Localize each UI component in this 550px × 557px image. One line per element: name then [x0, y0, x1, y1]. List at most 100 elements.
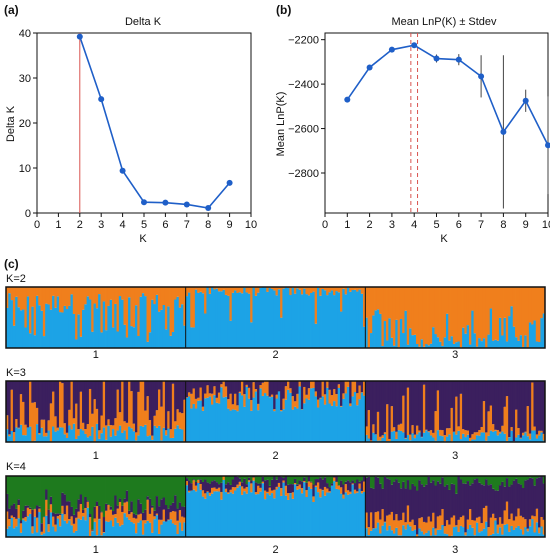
structure-bar-k4	[52, 526, 55, 537]
structure-bar-k3	[169, 429, 173, 439]
structure-bar-k3	[151, 439, 154, 442]
structure-bar-k4	[139, 503, 143, 514]
structure-bar-k2	[402, 333, 405, 348]
structure-bar-k3	[247, 381, 251, 388]
structure-bar-k4	[319, 477, 322, 489]
structure-bar-k4	[148, 513, 152, 523]
structure-bar-k3	[273, 411, 276, 442]
structure-bar-k2	[351, 287, 355, 290]
structure-bar-k3	[52, 391, 55, 427]
structure-bar-k2	[492, 287, 495, 341]
structure-bar-k4	[88, 476, 92, 515]
structure-bar-k3	[257, 381, 260, 404]
structure-bar-k3	[95, 408, 99, 424]
structure-bar-k3	[521, 432, 525, 436]
structure-bar-k4	[540, 476, 544, 517]
structure-bar-k3	[517, 381, 521, 429]
structure-bar-k2	[204, 313, 207, 348]
structure-bar-k2	[367, 287, 371, 348]
structure-bar-k4	[116, 522, 120, 537]
structure-bar-k2	[524, 335, 527, 348]
structure-bar-k4	[374, 476, 378, 513]
structure-bar-k4	[29, 509, 32, 514]
structure-bar-k4	[257, 494, 260, 537]
structure-bar-k2	[26, 287, 30, 297]
structure-bar-k4	[151, 476, 154, 506]
delta-k-point	[226, 179, 233, 186]
structure-bar-k4	[510, 476, 514, 485]
structure-bar-k2	[68, 305, 71, 348]
structure-bar-k3	[337, 384, 341, 388]
structure-bar-k3	[275, 381, 279, 395]
structure-bar-k4	[298, 484, 302, 489]
delta-k-point	[98, 96, 105, 103]
structure-bar-k4	[174, 511, 177, 525]
structure-bar-k2	[434, 287, 438, 335]
structure-bar-k4	[134, 518, 138, 534]
structure-bar-k2	[100, 287, 104, 333]
structure-bar-k2	[111, 287, 115, 328]
structure-bar-k2	[395, 319, 398, 348]
structure-bar-k2	[82, 309, 85, 348]
structure-bar-k3	[29, 426, 32, 442]
structure-bar-k4	[533, 532, 537, 537]
structure-bar-k3	[533, 426, 537, 431]
delta-k-xlabel: K	[139, 233, 147, 245]
structure-bar-k3	[349, 406, 352, 442]
structure-bar-k4	[275, 479, 279, 487]
structure-bar-k4	[174, 524, 177, 537]
structure-bar-k2	[187, 287, 191, 293]
structure-bar-k4	[314, 486, 318, 537]
structure-bar-k4	[194, 481, 198, 486]
structure-bar-k2	[29, 287, 32, 334]
structure-bar-k4	[420, 484, 424, 518]
structure-bar-k3	[489, 430, 493, 442]
structure-bar-k4	[353, 493, 357, 537]
structure-bar-k4	[478, 532, 481, 537]
structure-bar-k4	[100, 511, 104, 513]
structure-bar-k4	[305, 482, 309, 491]
structure-bar-k3	[132, 381, 136, 424]
structure-bar-k4	[492, 488, 495, 514]
structure-bar-k3	[82, 430, 85, 442]
structure-bar-k2	[473, 333, 477, 348]
structure-bar-k4	[215, 476, 219, 483]
structure-bar-k3	[77, 381, 81, 430]
structure-bar-k2	[130, 326, 134, 348]
structure-bar-k3	[399, 423, 403, 431]
structure-bar-k4	[12, 517, 16, 529]
structure-bar-k4	[452, 515, 456, 528]
structure-bar-k2	[243, 287, 246, 348]
structure-bar-k3	[236, 405, 240, 412]
structure-bar-k4	[459, 517, 463, 526]
structure-bar-k2	[381, 345, 385, 348]
structure-bar-k3	[10, 389, 14, 432]
structure-bar-k3	[160, 406, 164, 441]
structure-bar-k4	[411, 476, 415, 484]
structure-bar-k4	[38, 512, 41, 537]
structure-bar-k3	[190, 408, 193, 442]
structure-bar-k3	[102, 427, 106, 442]
structure-bar-k4	[473, 476, 477, 480]
structure-bar-k2	[118, 296, 122, 348]
structure-bar-k2	[208, 293, 212, 348]
structure-bar-k3	[305, 394, 309, 399]
structure-bar-k4	[70, 476, 74, 507]
structure-bar-k2	[349, 291, 352, 348]
structure-bar-k3	[26, 381, 30, 428]
structure-bar-k4	[183, 522, 187, 537]
structure-bar-k4	[252, 480, 256, 537]
structure-bar-k3	[526, 436, 530, 442]
structure-bar-k3	[158, 425, 161, 442]
structure-bar-k3	[199, 400, 203, 442]
structure-bar-k4	[542, 476, 546, 484]
structure-bar-k3	[155, 381, 159, 411]
structure-bar-k3	[45, 436, 48, 442]
structure-bar-k4	[383, 521, 387, 523]
delta-k-xtick-label: 0	[34, 219, 40, 231]
structure-bar-k2	[224, 294, 228, 348]
structure-bar-k3	[234, 409, 237, 442]
structure-bar-k4	[425, 484, 428, 523]
structure-bar-k3	[52, 426, 55, 442]
structure-bar-k2	[204, 287, 207, 314]
